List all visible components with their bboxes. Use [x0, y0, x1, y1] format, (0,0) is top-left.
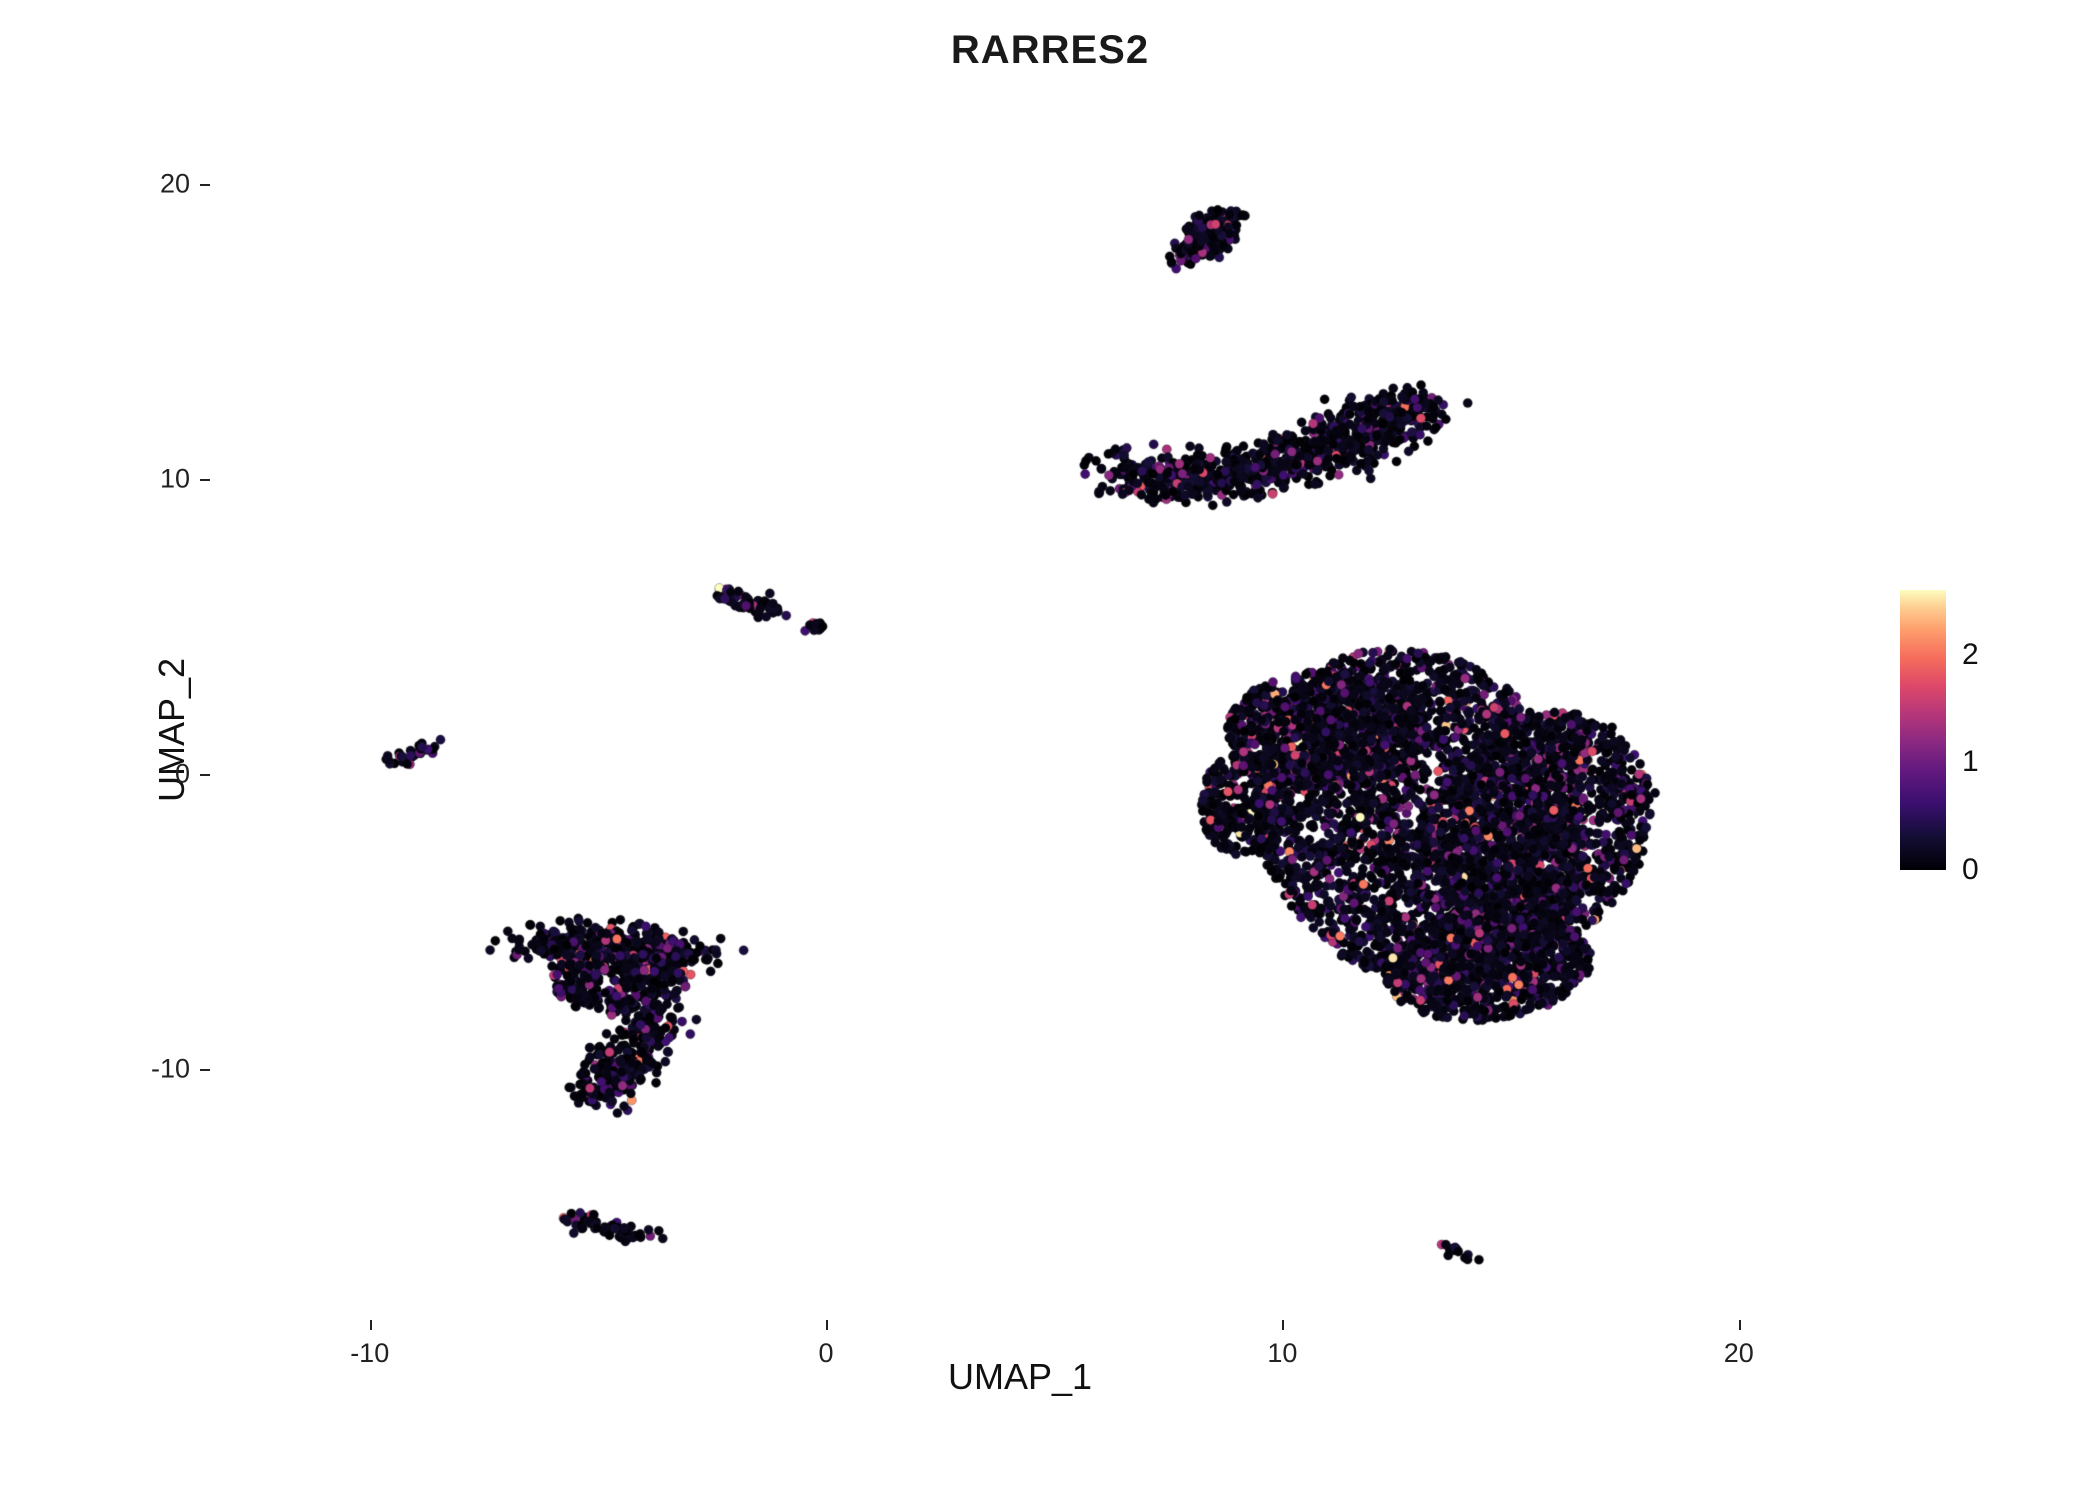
plot-area: UMAP_1 UMAP_2 -10 0 10 20 -10 0 10 20	[210, 140, 1830, 1320]
y-tick-label-20: 20	[120, 169, 190, 200]
legend-colorbar	[1900, 590, 1946, 870]
legend-tick-0	[1946, 870, 1956, 872]
x-tick-label-20: 20	[1724, 1338, 1754, 1369]
legend-label-0: 0	[1962, 853, 1979, 887]
umap-scatter-plot: RARRES2 UMAP_1 UMAP_2 -10 0 10 20 -10 0 10 20 …	[0, 0, 2100, 1500]
chart-title: RARRES2	[0, 28, 2100, 73]
scatter-canvas	[210, 140, 1830, 1320]
y-tick-label-10: 10	[120, 464, 190, 495]
x-axis-title: UMAP_1	[948, 1356, 1092, 1398]
y-tick-mark-0	[200, 774, 210, 776]
color-legend: 0 1 2	[1900, 590, 2040, 920]
x-tick-mark--10	[370, 1320, 372, 1330]
x-tick-label-10: 10	[1267, 1338, 1297, 1369]
legend-label-2: 2	[1962, 638, 1979, 672]
x-tick-label-0: 0	[819, 1338, 834, 1369]
legend-tick-1	[1946, 762, 1956, 764]
y-tick-label-0: 0	[120, 759, 190, 790]
y-tick-mark--10	[200, 1069, 210, 1071]
legend-label-1: 1	[1962, 745, 1979, 779]
x-tick-mark-20	[1739, 1320, 1741, 1330]
x-tick-label--10: -10	[350, 1338, 389, 1369]
x-tick-mark-10	[1282, 1320, 1284, 1330]
legend-tick-2	[1946, 655, 1956, 657]
x-axis-line	[210, 1320, 1830, 1322]
x-tick-mark-0	[826, 1320, 828, 1330]
y-tick-label--10: -10	[120, 1054, 190, 1085]
y-tick-mark-10	[200, 479, 210, 481]
y-tick-mark-20	[200, 184, 210, 186]
